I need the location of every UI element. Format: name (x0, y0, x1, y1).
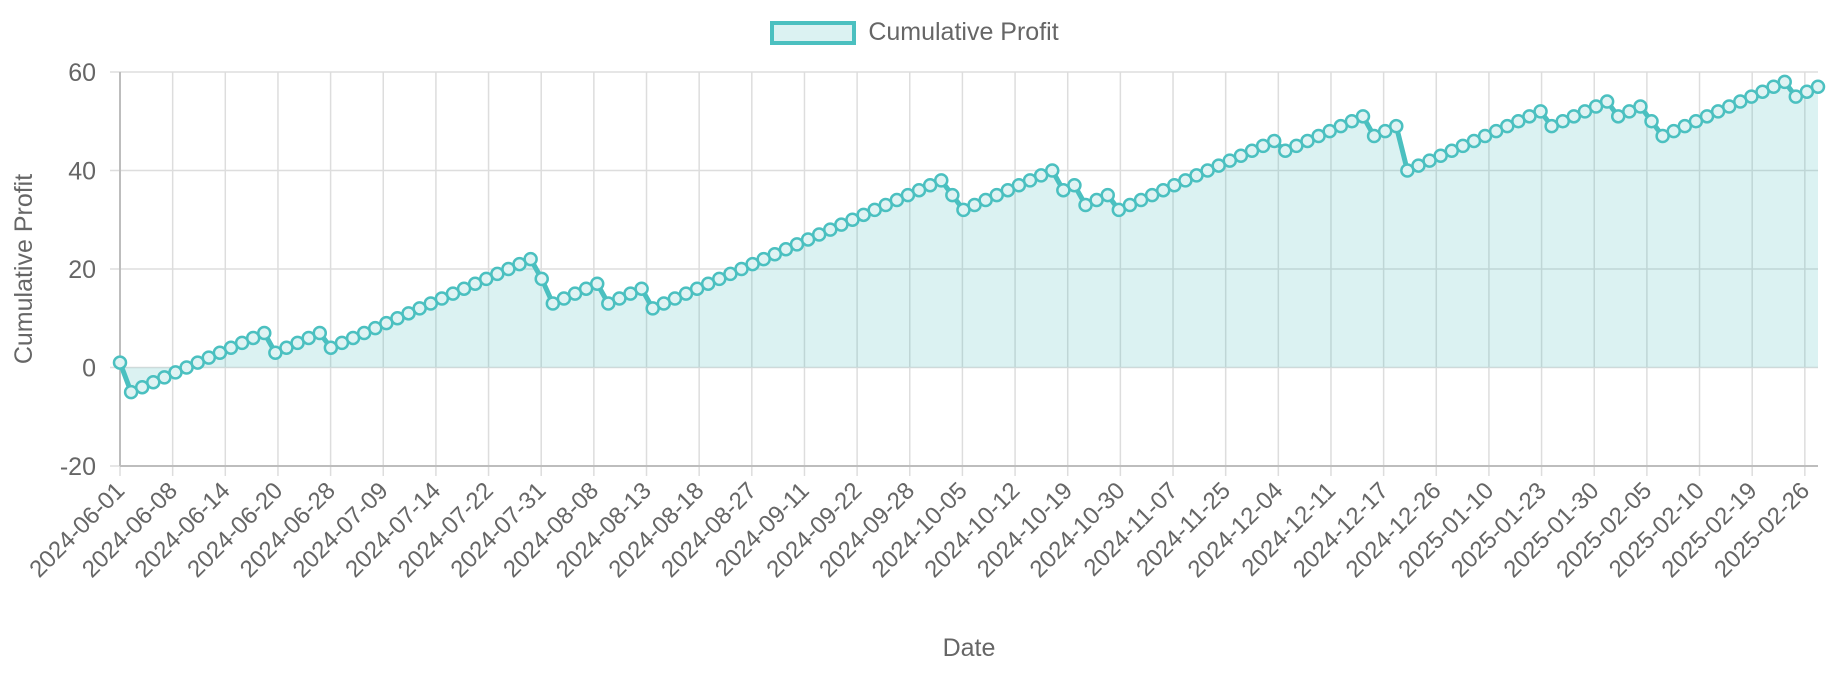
legend-swatch (770, 20, 857, 45)
data-point (257, 325, 272, 341)
data-point (1644, 114, 1659, 129)
data-point (1266, 133, 1282, 149)
series-points (112, 74, 1826, 400)
data-point (634, 281, 649, 296)
data-point (534, 271, 549, 287)
data-point (1355, 109, 1371, 124)
data-point (1533, 104, 1548, 119)
y-tick-label: 40 (68, 158, 96, 186)
data-point (1100, 187, 1115, 203)
area-fill (120, 81, 1818, 393)
data-point (1067, 178, 1082, 193)
y-tick-label: 0 (82, 355, 96, 383)
data-point (934, 173, 949, 188)
y-axis-label: Cumulative Profit (10, 174, 38, 364)
data-point (1633, 99, 1648, 114)
data-point (1389, 118, 1404, 134)
data-point (1599, 94, 1615, 109)
data-point (1777, 74, 1792, 90)
data-point (1044, 163, 1060, 178)
data-point (112, 355, 128, 370)
data-point (945, 187, 960, 203)
data-point (1810, 79, 1826, 95)
x-axis-label: Date (943, 634, 996, 662)
y-tick-label: 60 (68, 59, 96, 87)
y-tick-label: -20 (60, 453, 96, 481)
y-axis-ticks: -20 0 20 40 60 (60, 59, 96, 481)
grid (110, 71, 1818, 476)
area-path (120, 81, 1818, 393)
data-point (312, 325, 328, 341)
data-point (589, 276, 605, 292)
data-point (523, 251, 538, 267)
y-tick-label: 20 (68, 256, 96, 284)
x-axis-ticks: 2024-06-012024-06-082024-06-142024-06-20… (24, 477, 1815, 583)
legend[interactable]: Cumulative Profit (0, 18, 1829, 47)
legend-label: Cumulative Profit (868, 18, 1059, 46)
